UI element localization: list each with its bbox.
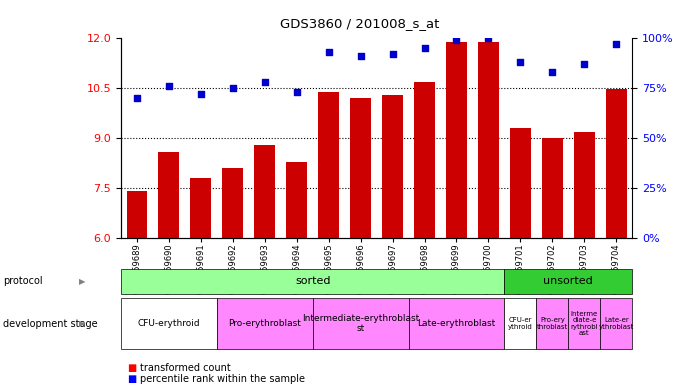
Point bbox=[611, 41, 622, 48]
Text: Intermediate-erythroblast
st: Intermediate-erythroblast st bbox=[302, 314, 419, 333]
Text: percentile rank within the sample: percentile rank within the sample bbox=[140, 374, 305, 384]
Point bbox=[355, 53, 366, 60]
Point bbox=[419, 45, 430, 51]
Bar bbox=[191, 178, 211, 238]
Text: ■: ■ bbox=[128, 374, 140, 384]
Bar bbox=[158, 152, 179, 238]
Bar bbox=[446, 42, 467, 238]
Point bbox=[547, 69, 558, 75]
Point bbox=[227, 85, 238, 91]
Text: Interme
diate-e
rythrobl
ast: Interme diate-e rythrobl ast bbox=[571, 311, 598, 336]
Bar bbox=[350, 98, 371, 238]
Bar bbox=[478, 42, 499, 238]
Point bbox=[483, 35, 494, 41]
Point bbox=[451, 37, 462, 43]
Bar bbox=[510, 128, 531, 238]
Point bbox=[579, 61, 590, 68]
Text: sorted: sorted bbox=[295, 276, 330, 286]
Bar bbox=[574, 132, 595, 238]
Text: CFU-er
ythroid: CFU-er ythroid bbox=[508, 317, 533, 330]
Text: Pro-erythroblast: Pro-erythroblast bbox=[228, 319, 301, 328]
Bar bbox=[223, 168, 243, 238]
Text: CFU-erythroid: CFU-erythroid bbox=[138, 319, 200, 328]
Text: ▶: ▶ bbox=[79, 319, 86, 328]
Text: unsorted: unsorted bbox=[544, 276, 593, 286]
Bar bbox=[606, 89, 627, 238]
Point bbox=[387, 51, 398, 58]
Bar bbox=[254, 145, 275, 238]
Point bbox=[259, 79, 270, 85]
Text: transformed count: transformed count bbox=[140, 363, 231, 373]
Text: Late-erythroblast: Late-erythroblast bbox=[417, 319, 495, 328]
Text: Late-er
ythroblast: Late-er ythroblast bbox=[598, 317, 634, 330]
Point bbox=[515, 59, 526, 65]
Text: protocol: protocol bbox=[3, 276, 43, 286]
Text: ■: ■ bbox=[128, 363, 140, 373]
Bar bbox=[286, 162, 307, 238]
Bar bbox=[126, 192, 147, 238]
Bar bbox=[319, 92, 339, 238]
Text: Pro-ery
throblast: Pro-ery throblast bbox=[537, 317, 568, 330]
Point bbox=[291, 89, 302, 95]
Text: development stage: development stage bbox=[3, 318, 98, 329]
Text: ▶: ▶ bbox=[79, 277, 86, 286]
Point bbox=[163, 83, 174, 89]
Bar bbox=[542, 138, 562, 238]
Text: GDS3860 / 201008_s_at: GDS3860 / 201008_s_at bbox=[280, 17, 439, 30]
Bar bbox=[382, 95, 403, 238]
Point bbox=[323, 49, 334, 55]
Point bbox=[196, 91, 207, 98]
Point bbox=[131, 95, 142, 101]
Bar bbox=[414, 82, 435, 238]
